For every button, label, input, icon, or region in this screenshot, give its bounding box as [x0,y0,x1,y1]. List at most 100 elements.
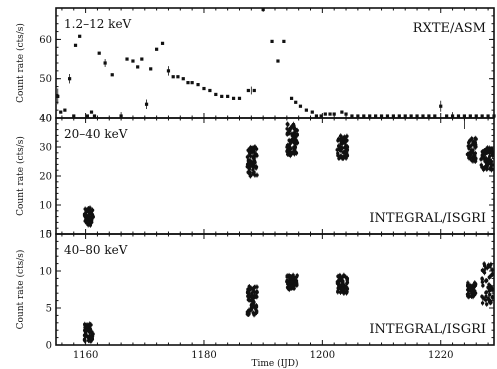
asm-data-point [319,114,323,118]
isgri-data-point [484,294,488,299]
isgri-data-point [474,137,478,141]
isgri-data-point [285,152,290,156]
asm-data-point [89,110,94,114]
isgri-data-point [245,155,250,159]
isgri-data-point [338,290,343,295]
asm-data-point [385,114,390,118]
isgri-data-point [341,156,346,160]
asm-data-point [246,88,250,93]
isgri-data-point [83,339,87,343]
asm-data-point [421,114,425,118]
panel-2-ytick-label: 0 [46,230,52,241]
asm-data-point [340,110,344,114]
isgri-data-point [289,140,294,144]
x-tick-label: 1160 [73,350,98,361]
isgri-data-point [490,267,494,272]
isgri-data-point [293,129,297,133]
isgri-data-point [343,145,347,150]
isgri-data-point [252,312,256,316]
asm-data-point [445,114,449,118]
isgri-data-point [290,124,295,128]
asm-data-point [298,104,303,108]
isgri-data-point [254,310,259,315]
asm-data-point [304,108,308,112]
panel-3-ylabel: Count rate (cts/s) [15,250,26,330]
asm-data-point [140,57,144,61]
x-tick-label: 1220 [428,350,453,361]
isgri-data-point [490,272,495,276]
asm-data-point [397,114,401,118]
isgri-data-point [286,285,291,290]
x-axis-label: Time (IJD) [251,358,298,369]
isgri-data-point [342,273,346,277]
asm-data-point [356,114,360,118]
isgri-data-point [466,281,470,285]
isgri-data-point [291,135,295,140]
isgri-data-point [292,145,296,150]
isgri-data-point [484,266,488,270]
isgri-data-point [474,145,478,149]
panel-3-band-label: 40–80 keV [64,243,128,257]
isgri-data-point [485,302,489,306]
isgri-data-point [468,157,472,161]
asm-data-point [362,114,366,118]
isgri-data-point [338,138,343,142]
isgri-data-point [482,148,486,153]
isgri-data-point [340,146,344,151]
isgri-data-point [490,148,494,153]
isgri-data-point [285,274,289,278]
asm-data-point [403,114,407,118]
isgri-data-point [253,160,257,165]
isgri-data-point [340,287,345,291]
panel-1-ytick-label: 40 [39,114,52,125]
isgri-data-point [254,152,259,157]
asm-data-point [468,114,472,118]
isgri-data-point [467,144,471,148]
asm-data-point [160,41,165,45]
isgri-data-point [487,275,491,280]
isgri-data-point [482,270,487,275]
isgri-data-point [251,156,255,160]
asm-data-point [136,65,140,69]
isgri-data-point [290,284,294,288]
asm-data-point [73,43,78,47]
panel-3-ytick-label: 15 [39,230,52,241]
asm-data-point [270,39,274,43]
asm-data-point [97,51,101,55]
isgri-data-point [246,312,250,317]
asm-data-point [220,94,224,98]
panel-2-ytick-label: 20 [39,172,52,183]
isgri-data-point [484,278,489,283]
isgri-data-point [480,268,485,273]
asm-data-point [350,114,354,118]
asm-data-point [131,59,135,63]
isgri-data-point [85,208,89,213]
isgri-data-point [247,147,252,152]
isgri-data-point [292,140,296,145]
asm-data-point [72,114,76,118]
isgri-data-point [484,162,489,166]
asm-data-point [282,39,286,43]
isgri-data-point [343,285,348,290]
x-tick-label: 1200 [310,350,335,361]
isgri-data-point [251,168,255,172]
panel-1-ytick-label: 50 [39,74,52,85]
isgri-data-point [290,275,295,279]
panel-1-instrument-label: RXTE/ASM [413,21,486,36]
isgri-data-point [294,151,299,155]
isgri-data-point [480,294,484,299]
isgri-data-point [481,283,485,288]
isgri-data-point [254,304,258,308]
isgri-data-point [345,145,350,149]
asm-data-point [332,112,336,116]
panel-1-band-label: 1.2–12 keV [64,17,132,31]
isgri-data-point [471,154,476,158]
asm-data-point [85,114,89,118]
asm-data-point [474,114,478,118]
asm-data-point [196,83,200,87]
isgri-data-point [490,163,494,167]
isgri-data-point [473,151,478,155]
isgri-data-point [289,279,294,284]
asm-data-point [252,88,256,93]
asm-data-point [323,112,327,116]
